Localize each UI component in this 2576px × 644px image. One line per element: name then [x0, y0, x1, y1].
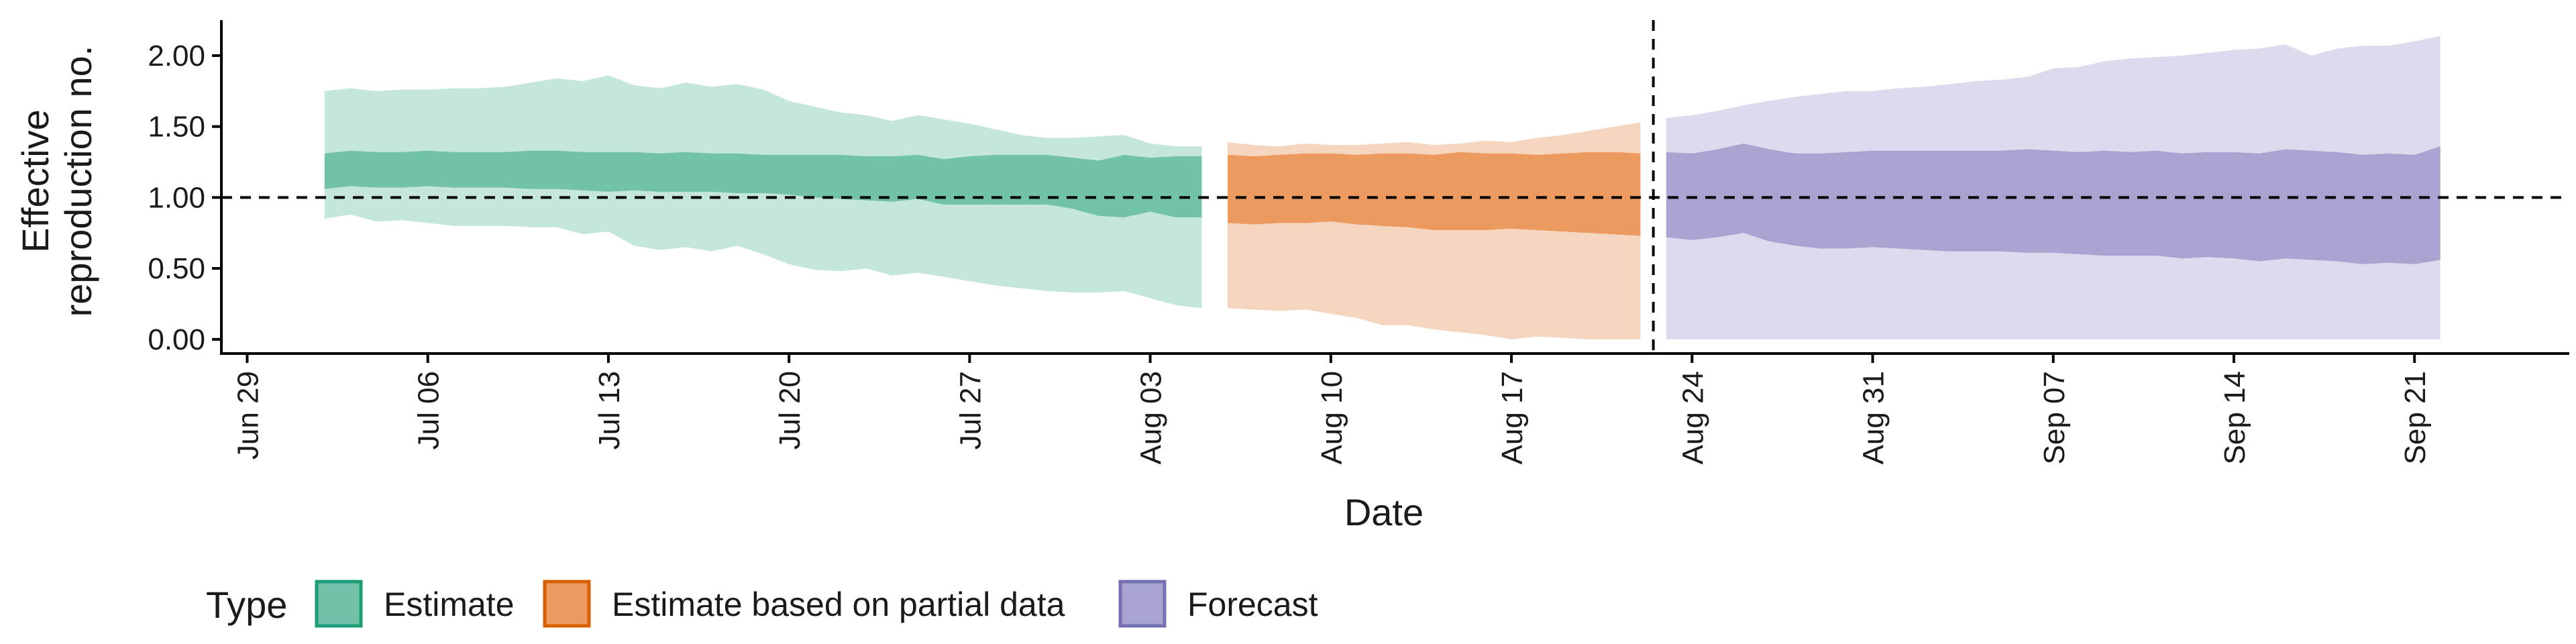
y-tick-label: 1.50 — [148, 111, 205, 144]
x-tick-label: Aug 31 — [1858, 371, 1890, 464]
estimate-inner-band — [324, 150, 1202, 217]
legend-label-estimate: Estimate — [384, 586, 515, 623]
y-tick-label: 0.50 — [148, 252, 205, 285]
y-ticks: 0.00 0.50 1.00 1.50 2.00 — [148, 40, 221, 356]
x-tick-label: Aug 10 — [1316, 371, 1348, 464]
y-axis-title-line-2: reproduction no. — [57, 46, 99, 317]
x-tick-label: Jul 06 — [413, 371, 445, 449]
x-tick-label: Sep 07 — [2038, 371, 2071, 464]
plot-area — [221, 20, 2569, 354]
x-axis-title: Date — [1344, 491, 1424, 533]
x-tick-label: Jul 13 — [593, 371, 626, 449]
x-tick-label: Jul 27 — [954, 371, 987, 449]
x-axis: Jun 29 Jul 06 Jul 13 Jul 20 Jul 27 Aug 03 Aug … — [220, 352, 2569, 464]
y-tick-label: 2.00 — [148, 40, 205, 72]
y-tick-label: 1.00 — [148, 181, 205, 214]
y-axis-title: Effective reproduction no. — [14, 46, 99, 317]
y-axis-title-line-1: Effective — [14, 109, 56, 253]
legend-title: Type — [206, 584, 287, 626]
legend-label-forecast: Forecast — [1187, 586, 1318, 623]
legend-key-partial-estimate — [543, 580, 591, 628]
y-axis: 0.00 0.50 1.00 1.50 2.00 — [148, 20, 223, 356]
x-ticks: Jun 29 Jul 06 Jul 13 Jul 20 Jul 27 Aug 03 Aug … — [231, 354, 2432, 464]
legend-key-estimate — [315, 580, 363, 628]
x-tick-label: Jun 29 — [231, 371, 264, 460]
x-tick-label: Sep 21 — [2399, 371, 2432, 464]
legend-key-forecast — [1118, 580, 1167, 628]
partial-estimate-inner-band — [1228, 152, 1641, 236]
x-tick-label: Aug 17 — [1496, 371, 1529, 464]
x-tick-label: Aug 03 — [1135, 371, 1168, 464]
x-tick-label: Jul 20 — [773, 371, 806, 449]
legend-label-partial-estimate: Estimate based on partial data — [612, 586, 1065, 623]
bands-layer — [324, 36, 2440, 339]
y-tick-label: 0.00 — [148, 323, 205, 356]
legend-entries: Estimate Estimate based on partial data Fo… — [315, 580, 1318, 628]
x-tick-label: Sep 14 — [2218, 371, 2251, 464]
forecast-inner-band — [1666, 144, 2440, 264]
legend: Type Estimate Estimate based on partial d… — [206, 580, 1318, 628]
x-tick-label: Aug 24 — [1676, 371, 1709, 464]
